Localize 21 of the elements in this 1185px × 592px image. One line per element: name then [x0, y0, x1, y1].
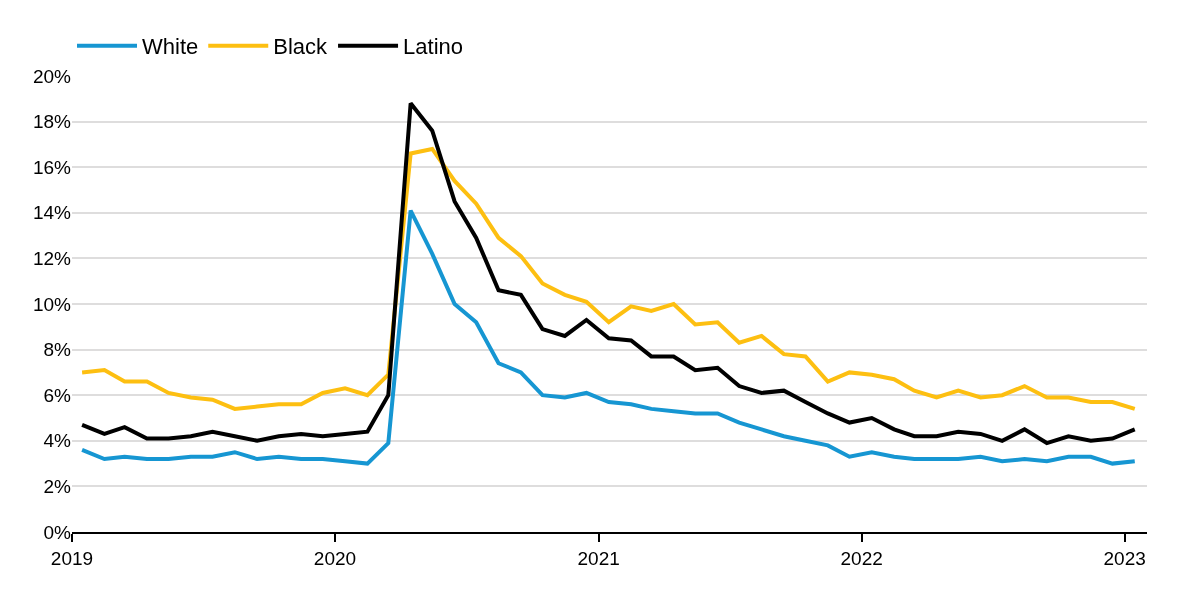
y-tick-label: 2%	[43, 476, 72, 498]
x-tick-label: 2021	[577, 547, 620, 569]
y-tick-label: 4%	[43, 430, 72, 452]
legend-label: White	[142, 34, 199, 60]
y-tick-label: 18%	[32, 111, 72, 133]
x-tick-label: 2020	[313, 547, 357, 569]
legend-label: Latino	[403, 34, 463, 60]
x-tick-label: 2022	[840, 547, 883, 569]
y-tick-label: 10%	[32, 293, 72, 315]
y-tick-label: 6%	[43, 384, 72, 406]
x-tick-label: 2023	[1103, 547, 1146, 569]
legend-label: Black	[273, 34, 329, 60]
line-series	[80, 208, 1137, 466]
y-tick-label: 14%	[32, 202, 72, 224]
y-tick-label: 20%	[32, 65, 72, 87]
y-tick-label: 8%	[43, 339, 72, 361]
y-tick-label: 16%	[32, 156, 72, 178]
y-tick-label: 12%	[32, 248, 72, 270]
line-series	[80, 101, 1137, 446]
y-tick-label: 0%	[43, 521, 72, 543]
x-tick-label: 2019	[50, 547, 94, 569]
